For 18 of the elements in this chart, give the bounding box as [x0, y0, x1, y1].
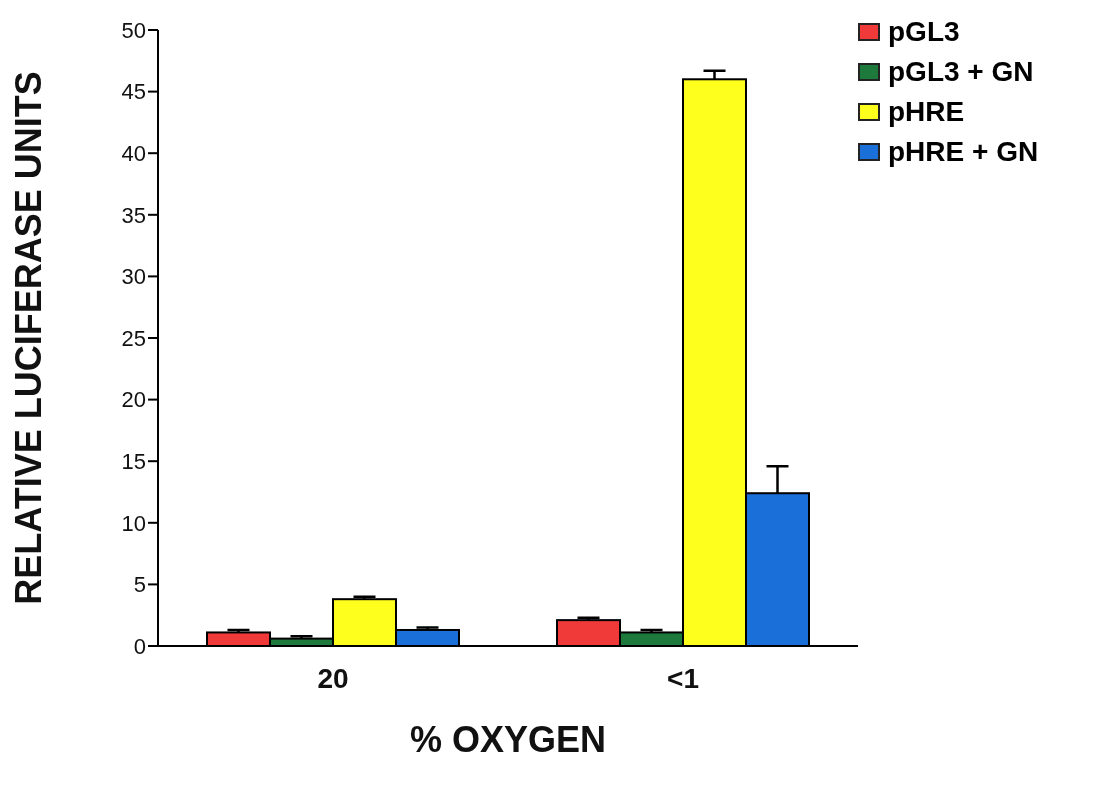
y-tick-label: 20 — [121, 387, 146, 413]
y-tick-label: 5 — [133, 572, 146, 598]
y-tick-label: 50 — [121, 17, 146, 43]
legend-label: pGL3 + GN — [888, 56, 1034, 88]
y-tick-label: 0 — [133, 633, 146, 659]
y-tick-label: 15 — [121, 449, 146, 475]
y-axis-title: RELATIVE LUCIFERASE UNITS — [7, 71, 49, 605]
legend-label: pGL3 — [888, 16, 960, 48]
y-tick-label: 45 — [121, 79, 146, 105]
legend-label: pHRE + GN — [888, 136, 1039, 168]
y-tick-label: 40 — [121, 141, 146, 167]
legend-label: pHRE — [888, 96, 965, 128]
y-tick-label: 10 — [121, 510, 146, 536]
x-axis-title: % OXYGEN — [409, 719, 607, 760]
x-tick-label: <1 — [667, 662, 699, 694]
y-tick-label: 25 — [121, 325, 146, 351]
y-tick-label: 35 — [121, 202, 146, 228]
y-tick-label: 30 — [121, 264, 146, 290]
